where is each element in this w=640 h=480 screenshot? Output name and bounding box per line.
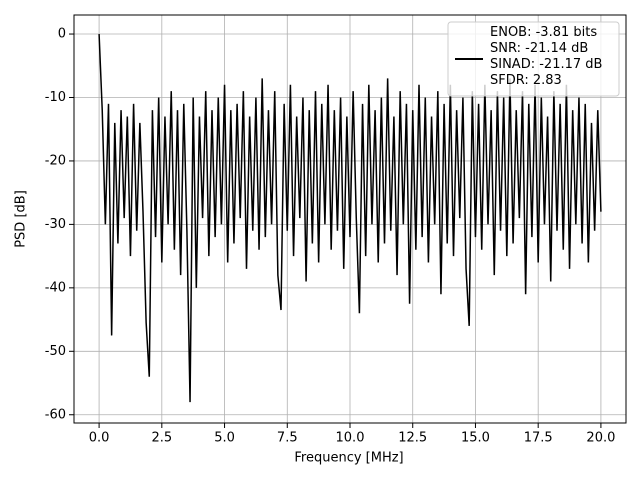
y-tick-label: -30	[45, 217, 66, 232]
y-tick-label: -50	[45, 344, 66, 359]
y-tick-label: -40	[45, 280, 66, 295]
x-tick-label: 10.0	[336, 431, 365, 446]
legend: ENOB: -3.81 bits SNR: -21.14 dB SINAD: -…	[447, 21, 620, 97]
y-tick-label: -10	[45, 90, 66, 105]
x-tick-label: 0.0	[89, 431, 110, 446]
y-axis-label: PSD [dB]	[14, 190, 29, 248]
x-tick-label: 20.0	[586, 431, 615, 446]
x-tick-label: 2.5	[151, 431, 172, 446]
legend-label-box: ENOB: -3.81 bits SNR: -21.14 dB SINAD: -…	[490, 25, 603, 88]
x-tick-label: 7.5	[277, 431, 298, 446]
x-tick-label: 5.0	[214, 431, 235, 446]
x-tick-label: 17.5	[524, 431, 553, 446]
x-tick-label: 15.0	[461, 431, 490, 446]
y-tick-label: 0	[58, 27, 66, 42]
plot-area	[98, 34, 602, 403]
legend-box	[447, 21, 620, 97]
ticks: 0.0 2.5 5.0 7.5 10.0 12.5 15.0 17.5 20.0 0 -10 -20 -…	[45, 27, 616, 446]
legend-label: ENOB: -3.81 bits SNR: -21.14 dB SINAD: -…	[490, 25, 603, 88]
x-tick-label: 12.5	[398, 431, 427, 446]
x-axis-label: Frequency [MHz]	[294, 451, 403, 466]
y-tick-label: -20	[45, 153, 66, 168]
y-tick-label: -60	[45, 407, 66, 422]
psd-line	[98, 34, 602, 403]
